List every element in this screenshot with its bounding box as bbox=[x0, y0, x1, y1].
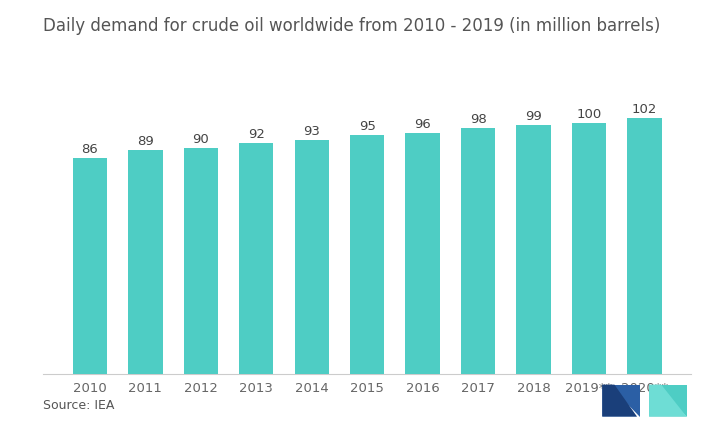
Polygon shape bbox=[649, 385, 687, 416]
Text: 102: 102 bbox=[632, 103, 657, 116]
Text: 93: 93 bbox=[303, 125, 320, 138]
Bar bbox=[350, 135, 384, 374]
Polygon shape bbox=[602, 385, 637, 416]
Text: Daily demand for crude oil worldwide from 2010 - 2019 (in million barrels): Daily demand for crude oil worldwide fro… bbox=[43, 17, 660, 35]
Text: 89: 89 bbox=[137, 135, 153, 148]
Bar bbox=[184, 148, 218, 374]
Bar bbox=[405, 133, 440, 374]
Text: 96: 96 bbox=[414, 118, 431, 131]
Polygon shape bbox=[656, 385, 687, 416]
Bar bbox=[627, 118, 662, 374]
Text: 86: 86 bbox=[81, 143, 98, 156]
Bar bbox=[572, 123, 606, 374]
Text: 99: 99 bbox=[525, 110, 542, 123]
Text: 98: 98 bbox=[469, 113, 487, 126]
Polygon shape bbox=[649, 385, 687, 416]
Text: 95: 95 bbox=[359, 120, 376, 133]
Bar bbox=[128, 150, 163, 374]
Text: 100: 100 bbox=[577, 108, 602, 121]
Bar bbox=[461, 128, 495, 374]
Bar bbox=[239, 143, 274, 374]
Bar bbox=[516, 125, 551, 374]
Polygon shape bbox=[602, 385, 637, 416]
Text: Source: IEA: Source: IEA bbox=[43, 399, 114, 412]
Text: 90: 90 bbox=[192, 133, 210, 146]
Polygon shape bbox=[609, 385, 640, 416]
Bar bbox=[73, 158, 107, 374]
Bar bbox=[294, 140, 329, 374]
Text: 92: 92 bbox=[248, 128, 265, 141]
